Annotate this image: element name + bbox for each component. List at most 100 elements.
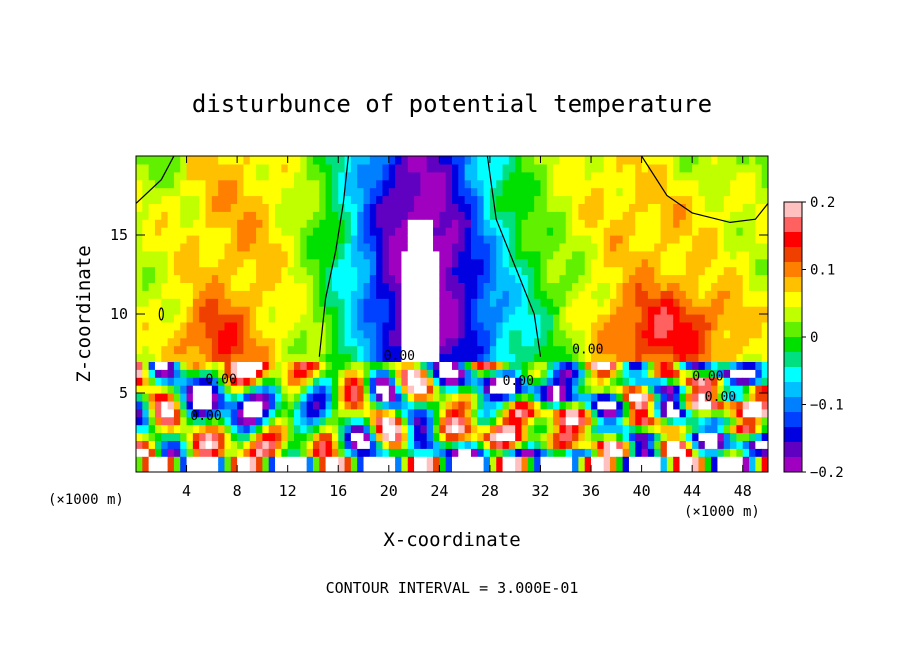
field-cell — [597, 250, 605, 260]
field-cell — [338, 250, 346, 260]
field-cell — [515, 329, 523, 339]
field-cell — [591, 171, 598, 181]
field-cell — [546, 361, 554, 370]
field-cell — [306, 377, 314, 386]
field-cell — [673, 266, 681, 276]
field-cell — [628, 337, 636, 347]
field-cell — [331, 416, 339, 426]
field-cell — [736, 250, 744, 260]
field-cell — [136, 163, 143, 173]
field-cell — [262, 179, 270, 189]
field-cell — [414, 274, 421, 283]
field-cell — [647, 282, 655, 291]
field-cell — [452, 377, 459, 386]
field-cell — [357, 250, 365, 260]
field-cell — [521, 416, 529, 426]
field-cell — [654, 337, 662, 347]
field-cell — [527, 385, 535, 394]
field-cell — [559, 314, 567, 323]
field-cell — [666, 337, 674, 347]
field-cell — [281, 250, 289, 260]
field-cell — [154, 274, 162, 283]
field-cell — [527, 235, 535, 244]
field-cell — [704, 163, 712, 173]
field-cell — [540, 250, 548, 260]
field-cell — [407, 211, 415, 220]
field-cell — [180, 456, 188, 465]
field-cell — [534, 361, 542, 370]
field-cell — [673, 424, 681, 434]
x-tick-label: 40 — [633, 482, 651, 500]
field-cell — [597, 400, 605, 410]
field-cell — [685, 393, 693, 402]
field-cell — [489, 258, 497, 268]
field-cell — [142, 345, 150, 355]
field-cell — [205, 345, 213, 355]
field-cell — [199, 258, 207, 268]
field-cell — [249, 424, 257, 434]
field-cell — [635, 250, 643, 260]
field-cell — [717, 171, 725, 181]
field-cell — [452, 171, 459, 181]
field-cell — [749, 195, 756, 204]
field-cell — [730, 408, 737, 418]
field-cell — [591, 266, 598, 276]
field-cell — [723, 416, 731, 426]
field-cell — [205, 266, 213, 276]
field-cell — [420, 242, 428, 252]
field-cell — [192, 329, 200, 339]
field-cell — [256, 203, 263, 212]
field-cell — [142, 377, 150, 386]
field-cell — [502, 440, 510, 449]
field-cell — [458, 440, 466, 449]
field-cell — [610, 321, 617, 331]
field-cell — [357, 290, 365, 299]
field-cell — [692, 242, 700, 252]
field-cell — [439, 345, 447, 355]
field-cell — [477, 353, 485, 362]
field-cell — [565, 361, 573, 370]
contour-label: 0.00 — [705, 390, 736, 405]
field-cell — [692, 385, 700, 394]
field-cell — [628, 171, 636, 181]
field-cell — [205, 290, 213, 299]
field-cell — [338, 353, 346, 362]
field-cell — [401, 211, 409, 220]
field-cell — [628, 163, 636, 173]
field-cell — [470, 179, 478, 189]
field-cell — [515, 314, 523, 323]
field-cell — [515, 195, 523, 204]
field-cell — [331, 353, 339, 362]
field-cell — [136, 464, 143, 472]
field-cell — [173, 227, 181, 236]
field-cell — [622, 424, 630, 434]
field-cell — [527, 393, 535, 402]
field-cell — [717, 448, 725, 457]
field-cell — [325, 377, 333, 386]
field-cell — [647, 464, 655, 472]
field-cell — [230, 377, 238, 386]
field-cell — [515, 361, 523, 370]
field-cell — [470, 282, 478, 291]
field-cell — [565, 298, 573, 307]
field-cell — [199, 171, 207, 181]
field-cell — [698, 456, 706, 465]
field-cell — [205, 195, 213, 204]
field-cell — [508, 440, 516, 449]
field-cell — [395, 416, 403, 426]
field-cell — [578, 314, 586, 323]
field-cell — [761, 187, 768, 197]
field-cell — [742, 258, 750, 268]
field-cell — [281, 377, 289, 386]
field-cell — [420, 163, 428, 173]
field-cell — [761, 179, 768, 189]
field-cell — [268, 203, 276, 212]
field-cell — [275, 448, 282, 457]
field-cell — [363, 345, 371, 355]
field-cell — [401, 282, 409, 291]
field-cell — [698, 187, 706, 197]
field-cell — [559, 337, 567, 347]
field-cell — [205, 321, 213, 331]
field-cell — [148, 242, 156, 252]
field-cell — [749, 266, 756, 276]
